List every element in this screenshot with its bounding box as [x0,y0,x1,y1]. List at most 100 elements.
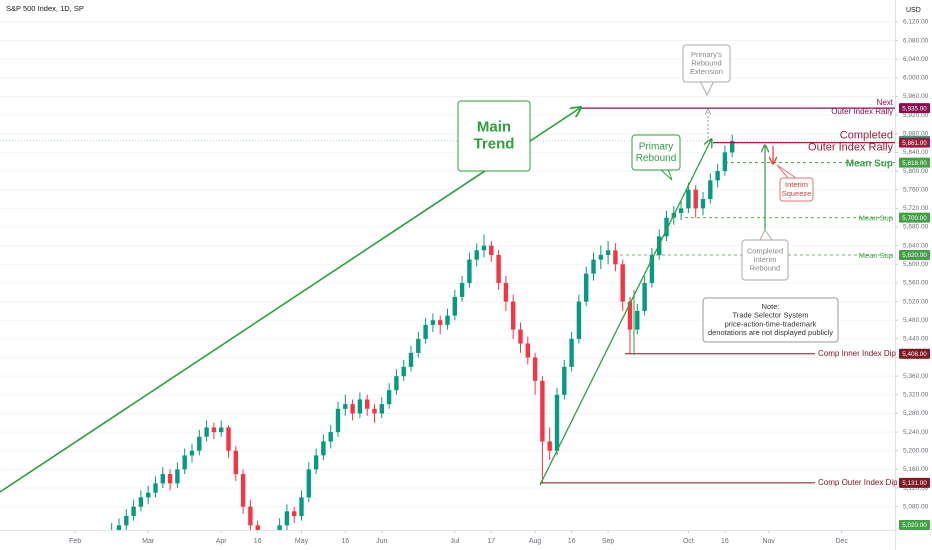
candle-body [306,469,311,498]
candle-body [678,208,684,214]
callout-box [682,44,731,83]
x-tick-label: Jul [450,538,459,545]
candle-body [686,189,691,209]
price-box [899,520,930,530]
candle-body [496,254,501,283]
price-box [899,249,930,260]
candle-body [291,511,297,517]
price-box [899,103,930,114]
callout-text: Extension [690,67,723,76]
price-box-label: 5,935.00 [902,105,927,112]
y-tick-label: 5,800.00 [903,168,929,175]
callout-text: Rebound [750,264,780,273]
candle-body [613,250,618,265]
candle-body [540,380,545,442]
candle-body [175,469,180,484]
callout-text: Trade Selector System [733,311,809,320]
candle-body [576,301,582,339]
callout-box [631,134,681,171]
y-tick-label: 5,480.00 [903,317,929,324]
y-tick-label: 5,200.00 [903,447,929,454]
candle-body [299,497,304,517]
price-box-label: 5,408.00 [902,351,927,358]
candle-body [255,525,260,530]
candle-body [218,427,224,433]
candle-body [730,140,735,153]
candle-body [693,189,698,209]
candle-body [503,282,509,302]
level-text: Mean Sup [846,158,893,169]
primary-rebound-line [539,140,711,486]
candle-body [554,394,560,451]
candle-body [124,516,129,526]
level-text: Mean Sup [859,251,893,260]
candle-body [547,441,552,451]
y-tick-label: 6,040.00 [903,56,929,63]
candle-body [511,301,516,330]
y-tick-label: 5,120.00 [903,485,929,492]
level-text: Mean Sup [859,214,893,223]
candle-body [620,264,625,302]
candle-body [211,427,217,433]
y-tick-label: 5,520.00 [903,298,929,305]
candle-body [452,296,458,316]
callout-text: Interim [785,180,808,189]
callout-text: Rebound [636,153,677,164]
y-tick-label: 5,720.00 [903,205,929,212]
candle-body [532,357,538,381]
candle-body [313,455,319,470]
y-tick-label: 5,360.00 [903,373,929,380]
price-box-label: 5,700.00 [902,215,927,222]
level-text: Comp Outer Index Dip [818,478,898,487]
y-tick-label: 5,880.00 [903,131,929,138]
x-tick-label: Oct [683,538,694,545]
candle-body [145,492,151,498]
y-tick-label: 5,280.00 [903,410,929,417]
candle-body [605,250,611,255]
y-tick-label: 5,840.00 [903,149,929,156]
candle-body [664,217,669,237]
callout-text: Squeeze [782,189,812,198]
price-box-label: 5,818.00 [902,160,927,167]
candle-body [167,474,173,484]
candle-body [197,436,202,451]
callout-text: Main [477,118,511,135]
candle-body [642,282,647,311]
candle-body [182,455,187,470]
x-tick-label: 16 [568,538,576,545]
candle-body [649,254,655,283]
candle-body [562,366,567,395]
level-text: Comp Inner Index Dip [818,349,896,358]
chart-title: S&P 500 Index, 1D, SP [6,4,84,13]
price-box-label: 5,131.00 [902,480,927,487]
price-box [899,157,930,168]
candle-body [321,441,326,456]
candle-body [416,338,421,353]
level-text: Next [877,98,894,107]
candle-body [445,315,450,325]
y-tick-label: 5,560.00 [903,280,929,287]
y-tick-label: 6,120.00 [903,19,929,26]
candle-body [437,320,443,325]
x-tick-label: Jun [376,538,387,545]
candle-body [598,254,604,260]
candle-body [343,404,348,409]
x-tick-label: Mar [142,538,155,545]
candle-body [233,450,238,475]
callout-text: Primary's [691,50,722,59]
callout-text: denotations are not displayed publicly [708,328,833,337]
candle-body [430,320,436,325]
level-text: Completed [840,130,893,142]
candle-body [489,245,494,255]
candle-body [591,259,596,274]
candle-body [160,474,165,484]
candle-body [708,180,713,200]
y-tick-label: 5,600.00 [903,261,929,268]
candle-body [335,408,341,433]
candle-body [131,506,136,517]
candle-body [401,366,406,377]
main-trend-line [0,108,580,493]
candle-body [408,352,414,367]
y-tick-label: 5,640.00 [903,242,929,249]
